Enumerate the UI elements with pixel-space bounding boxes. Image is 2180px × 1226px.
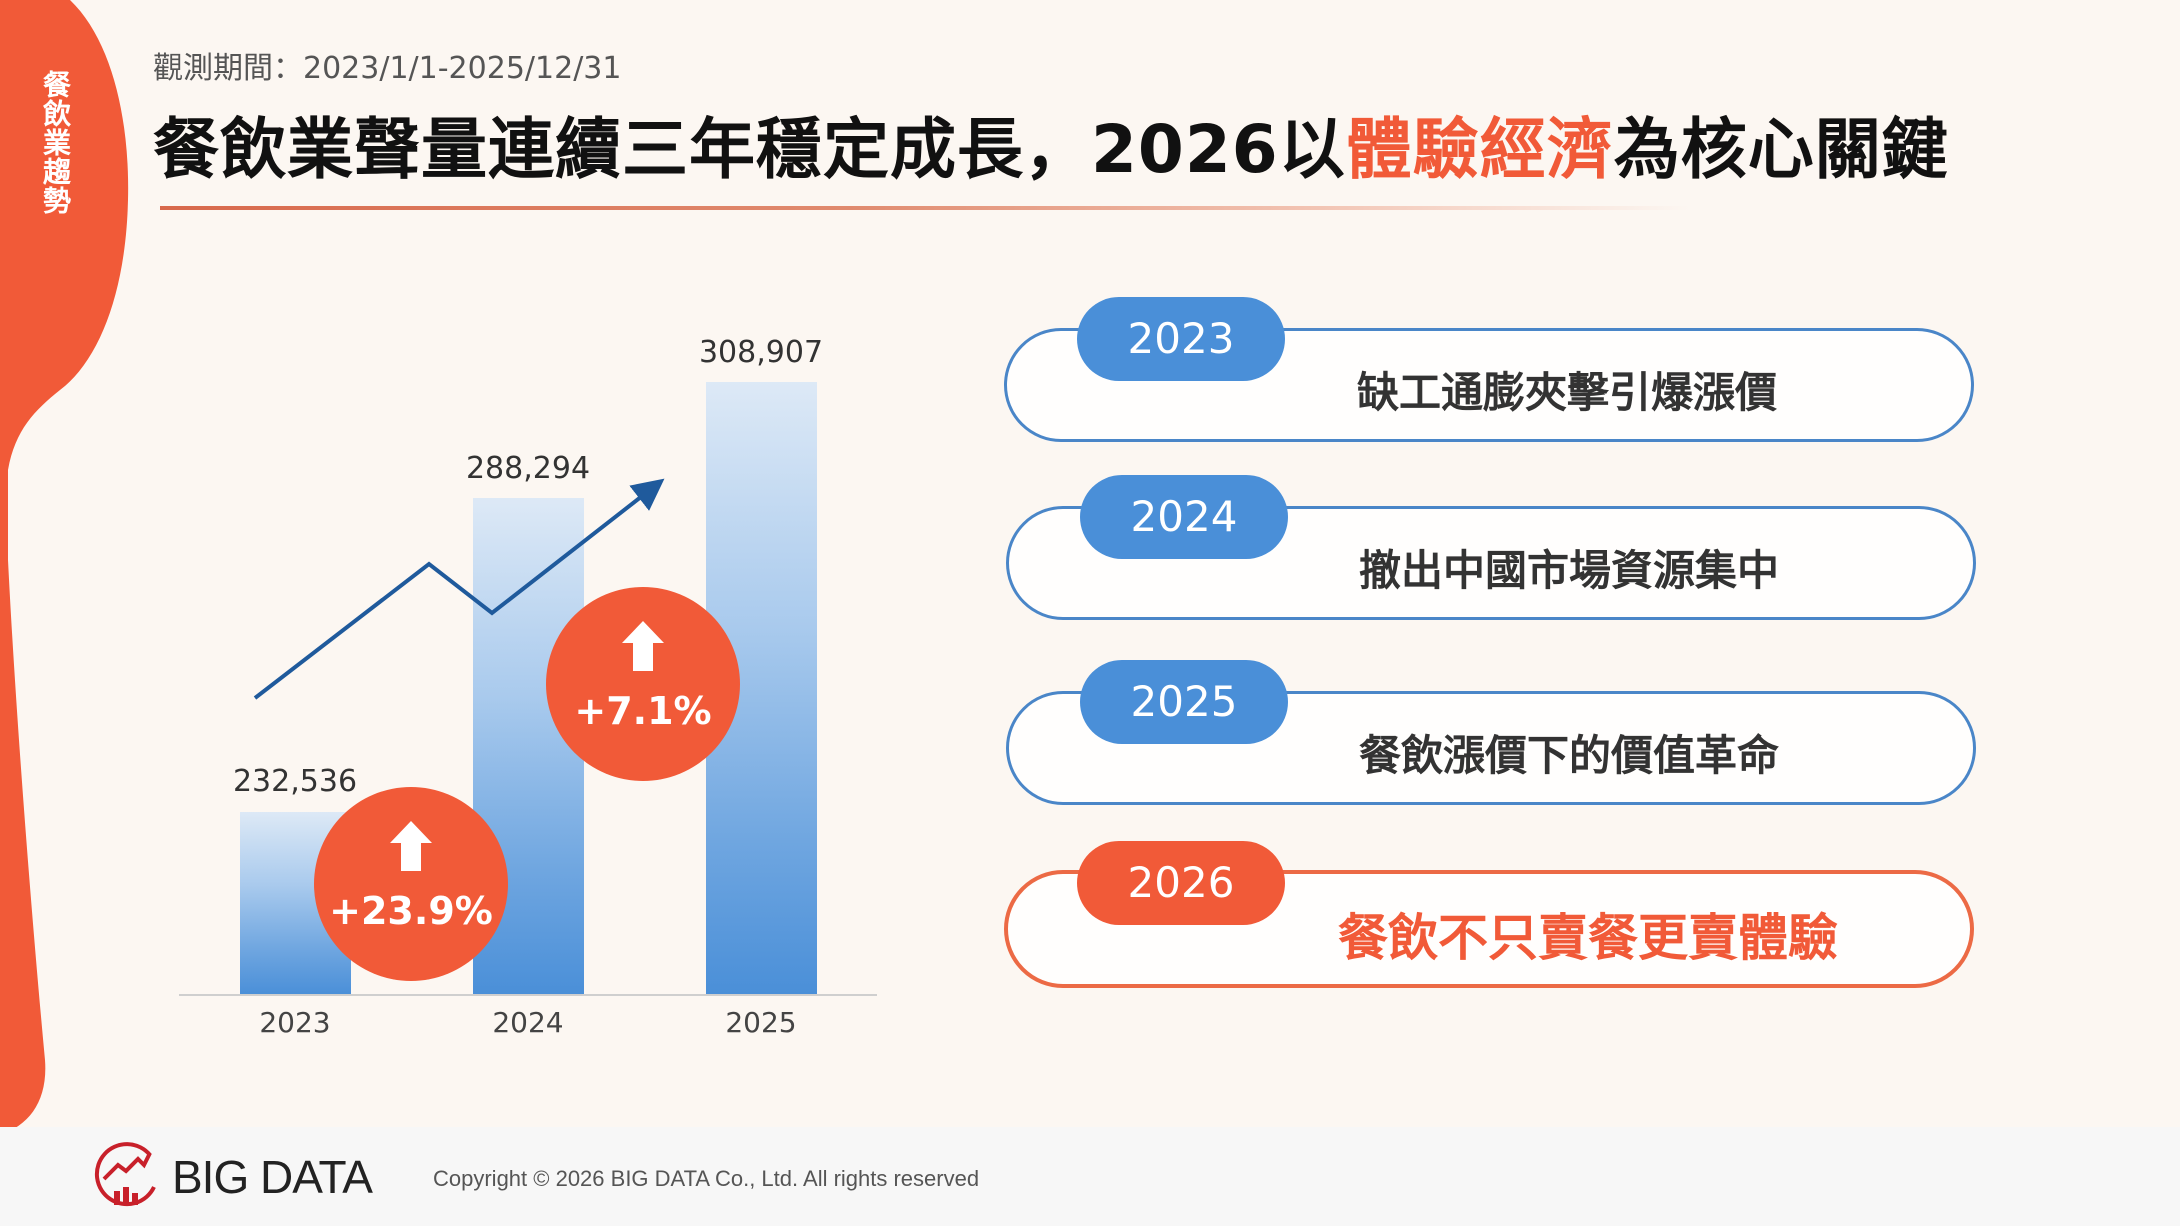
x-tick-2024: 2024 [492,1006,564,1039]
year-tag-2024: 2024 [1080,475,1288,559]
year-tag-2026: 2026 [1077,841,1285,925]
sidebar-decoration [0,0,129,1135]
title-part-2: 為核心關鍵 [1613,111,1949,188]
observation-period: 觀測期間：2023/1/1-2025/12/31 [153,51,622,86]
big-data-logo-icon [94,1142,156,1207]
timeline-text: 餐飲漲價下的價值革命 [1358,731,1779,780]
title-part-1: 餐飲業聲量連續三年穩定成長，2026以 [153,111,1346,188]
page-title: 餐飲業聲量連續三年穩定成長，2026以體驗經濟為核心關鍵 [153,96,1949,192]
up-arrow-icon [390,821,432,871]
growth-percent: +7.1% [574,689,712,733]
bar-value-2025: 308,907 [698,335,824,370]
timeline-text-highlight: 餐飲不只賣餐更賣體驗 [1338,909,1838,967]
section-label: 餐飲業趨勢 [39,70,72,215]
up-arrow-icon [622,621,664,671]
year-tag-2023: 2023 [1077,297,1285,381]
title-highlight: 體驗經濟 [1345,111,1614,188]
trend-arrow-icon [253,478,665,700]
x-tick-2025: 2025 [725,1006,797,1039]
brand-name: BIG DATA [172,1151,373,1203]
growth-badge-2024: +23.9% [314,787,508,981]
bar-value-2024: 288,294 [465,451,591,486]
x-tick-2023: 2023 [259,1006,331,1039]
timeline-text: 缺工通膨夾擊引爆漲價 [1356,368,1777,417]
footer [0,1127,2180,1226]
year-tag-2025: 2025 [1080,660,1288,744]
title-divider [160,206,1690,210]
copyright: Copyright © 2026 BIG DATA Co., Ltd. All … [433,1166,980,1191]
volume-bar-chart: 232,536 288,294 308,907 2023 2024 2025 +… [170,320,890,1060]
timeline-text: 撤出中國市場資源集中 [1358,546,1779,595]
growth-badge-2025: +7.1% [546,587,740,781]
growth-percent: +23.9% [329,889,493,933]
x-axis [179,994,877,996]
bar-value-2023: 232,536 [232,764,358,799]
